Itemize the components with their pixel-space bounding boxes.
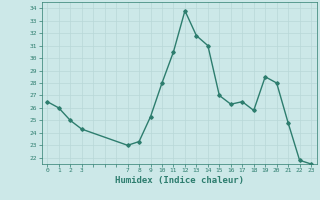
X-axis label: Humidex (Indice chaleur): Humidex (Indice chaleur)	[115, 176, 244, 185]
